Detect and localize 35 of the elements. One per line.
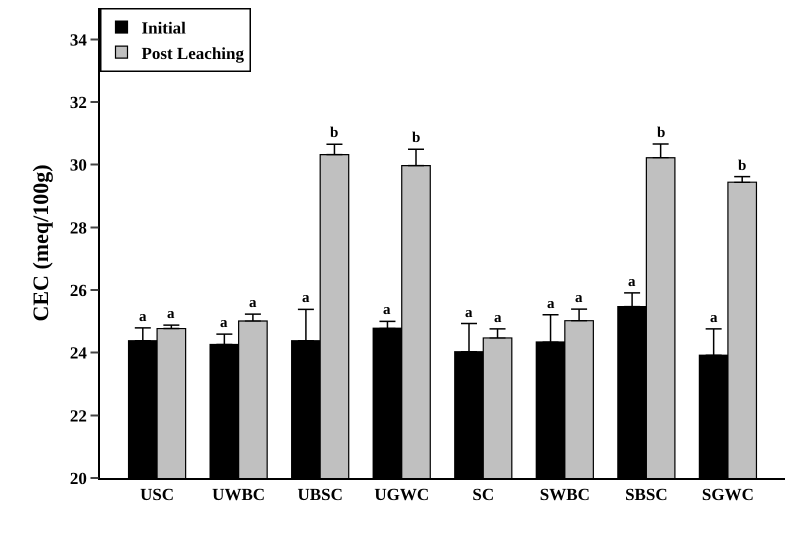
data-label: b (738, 158, 746, 174)
data-label: a (249, 295, 257, 311)
y-tick-label: 24 (70, 344, 88, 363)
data-label: b (330, 125, 338, 141)
y-tick-label: 34 (70, 30, 88, 50)
x-tick-label: SGWC (702, 485, 754, 504)
x-tick-label: UGWC (374, 485, 430, 504)
data-label: a (167, 306, 175, 322)
data-label: a (139, 309, 147, 325)
x-tick-label: UWBC (212, 485, 266, 504)
data-label: b (412, 130, 420, 146)
legend-label: Initial (142, 18, 186, 38)
y-tick-label: 20 (70, 468, 87, 488)
y-tick-label: 22 (70, 406, 87, 426)
legend-label: Post Leaching (142, 44, 244, 63)
y-tick-label: 30 (70, 156, 87, 175)
x-tick-label: UBSC (298, 485, 343, 504)
data-label: a (547, 296, 555, 312)
data-label: b (657, 125, 666, 141)
y-tick-label: 28 (70, 218, 87, 238)
data-label: a (220, 315, 228, 331)
x-tick-label: SWBC (540, 485, 590, 504)
x-tick-label: SBSC (625, 485, 668, 504)
y-tick-label: 32 (70, 92, 87, 112)
y-tick-label: 26 (70, 280, 87, 300)
data-label: a (465, 305, 473, 321)
data-label: a (302, 290, 310, 306)
y-axis-title: CEC (meq/100g) (28, 164, 54, 322)
data-label: a (710, 310, 718, 326)
data-label: a (383, 302, 391, 318)
data-label: a (494, 310, 502, 326)
x-tick-label: USC (140, 485, 174, 504)
x-tick-label: SC (472, 485, 494, 504)
data-label: a (628, 274, 636, 290)
data-label: a (575, 290, 583, 306)
